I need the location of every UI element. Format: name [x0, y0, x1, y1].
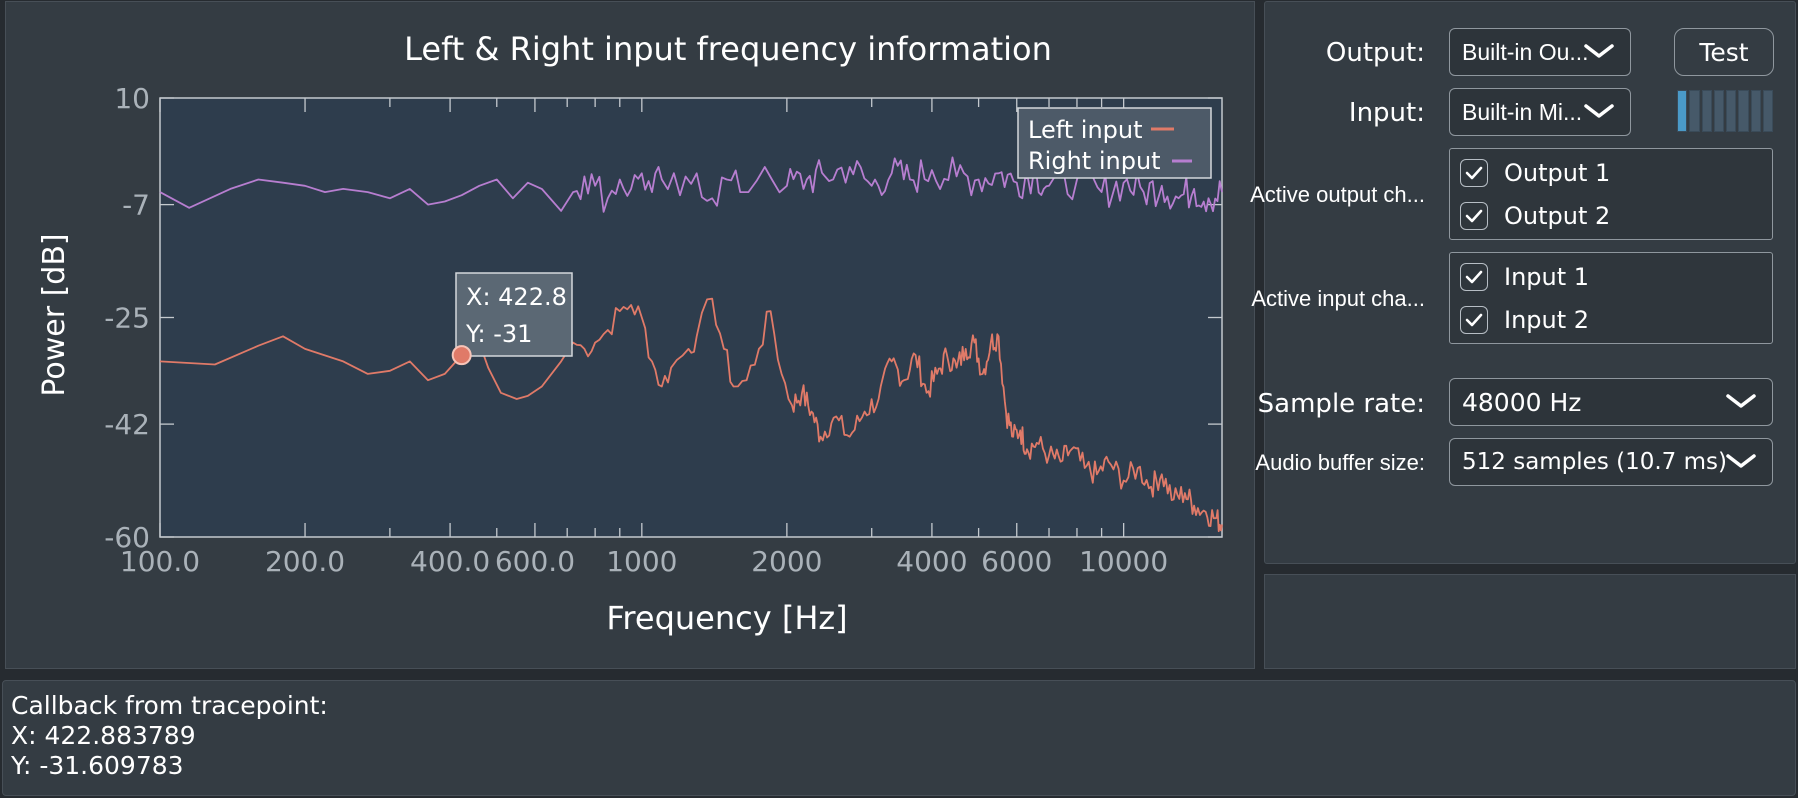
checkmark-icon — [1465, 313, 1483, 327]
input-channel-2-checkbox[interactable]: Input 2 — [1460, 306, 1589, 334]
audio-buffer-size-label: Audio buffer size: — [1255, 450, 1425, 475]
level-segment — [1701, 90, 1712, 132]
spectrum-plot-panel: Left & Right input frequency information… — [5, 1, 1255, 669]
level-segment — [1726, 90, 1737, 132]
x-tick-label: 4000 — [896, 545, 967, 578]
level-segment — [1762, 90, 1773, 132]
x-tick-label: 400.0 — [410, 545, 490, 578]
series-line-left — [159, 297, 1223, 533]
active-output-channels-label: Active output ch... — [1250, 182, 1425, 207]
chevron-down-icon — [1726, 454, 1756, 468]
tooltip-x: X: 422.8 — [466, 283, 567, 311]
empty-panel — [1264, 574, 1796, 669]
series-lines — [159, 156, 1223, 533]
x-tick-label: 6000 — [981, 545, 1052, 578]
log-line-1: Callback from tracepoint: — [11, 691, 328, 720]
level-segment — [1750, 90, 1761, 132]
y-tick-label: -7 — [122, 189, 150, 222]
trace-tooltip: X: 422.8 Y: -31 — [455, 272, 573, 357]
level-segment — [1677, 90, 1688, 132]
output-channel-2-checkbox[interactable]: Output 2 — [1460, 202, 1610, 230]
chart-title: Left & Right input frequency information — [404, 30, 1052, 68]
audio-buffer-size-value: 512 samples (10.7 ms) — [1462, 449, 1727, 475]
tooltip-y: Y: -31 — [465, 320, 532, 348]
checkmark-icon — [1465, 166, 1483, 180]
spectrum-plot[interactable]: Left & Right input frequency information… — [6, 2, 1256, 670]
log-line-3: Y: -31.609783 — [11, 751, 184, 780]
x-tick-label: 2000 — [751, 545, 822, 578]
input-channel-2-label: Input 2 — [1504, 306, 1590, 334]
x-tick-label: 200.0 — [265, 545, 345, 578]
tracepoint-log: Callback from tracepoint: X: 422.883789 … — [2, 680, 1796, 796]
checkmark-icon — [1465, 209, 1483, 223]
level-segment — [1713, 90, 1724, 132]
checkbox-checked[interactable] — [1460, 306, 1488, 334]
input-device-value: Built-in Mi... — [1462, 98, 1583, 125]
y-tick-label: -42 — [104, 408, 150, 441]
output-channels-group: Output 1 Output 2 — [1449, 148, 1773, 240]
output-device-select[interactable]: Built-in Ou... — [1449, 28, 1631, 76]
level-segment — [1738, 90, 1749, 132]
input-channel-1-checkbox[interactable]: Input 1 — [1460, 263, 1589, 291]
x-tick-label: 100.0 — [120, 545, 200, 578]
output-channel-1-checkbox[interactable]: Output 1 — [1460, 159, 1610, 187]
input-channel-1-label: Input 1 — [1504, 263, 1590, 291]
x-tick-label: 10000 — [1079, 545, 1168, 578]
input-label: Input: — [1348, 98, 1425, 128]
output-label: Output: — [1325, 38, 1425, 68]
input-device-select[interactable]: Built-in Mi... — [1449, 88, 1631, 136]
input-channels-group: Input 1 Input 2 — [1449, 252, 1773, 344]
sample-rate-label: Sample rate: — [1257, 389, 1425, 419]
chevron-down-icon — [1584, 104, 1614, 118]
log-line-2: X: 422.883789 — [11, 721, 196, 750]
output-channel-2-label: Output 2 — [1504, 202, 1611, 230]
chevron-down-icon — [1584, 44, 1614, 58]
y-tick-label: -60 — [104, 521, 150, 554]
audio-buffer-size-select[interactable]: 512 samples (10.7 ms) — [1449, 438, 1773, 486]
y-axis-label: Power [dB] — [37, 233, 72, 396]
audio-settings-panel: Output: Built-in Ou... Test Input: Built… — [1250, 1, 1796, 564]
legend-left-label: Left input — [1028, 116, 1143, 144]
axis-ticks: 100.0 200.0 400.0 600.0 1000 2000 4000 6000 1000… — [104, 82, 1222, 578]
input-level-meter — [1677, 90, 1773, 132]
active-input-channels-label: Active input cha... — [1251, 286, 1425, 311]
output-channel-1-label: Output 1 — [1504, 159, 1611, 187]
series-line-right — [159, 156, 1223, 213]
chevron-down-icon — [1726, 394, 1756, 408]
x-tick-label: 600.0 — [495, 545, 575, 578]
checkbox-checked[interactable] — [1460, 263, 1488, 291]
legend-right-label: Right input — [1028, 147, 1161, 175]
checkmark-icon — [1465, 270, 1483, 284]
checkbox-checked[interactable] — [1460, 202, 1488, 230]
y-tick-label: 10 — [114, 82, 150, 115]
trace-marker[interactable] — [451, 345, 472, 366]
y-tick-label: -25 — [104, 302, 150, 335]
sample-rate-value: 48000 Hz — [1462, 387, 1582, 417]
output-device-value: Built-in Ou... — [1462, 38, 1589, 65]
sample-rate-select[interactable]: 48000 Hz — [1449, 378, 1773, 426]
level-segment — [1689, 90, 1700, 132]
chart-legend: Left input Right input — [1017, 107, 1212, 179]
test-button[interactable]: Test — [1674, 28, 1774, 76]
x-axis-label: Frequency [Hz] — [606, 599, 847, 637]
checkbox-checked[interactable] — [1460, 159, 1488, 187]
x-tick-label: 1000 — [606, 545, 677, 578]
